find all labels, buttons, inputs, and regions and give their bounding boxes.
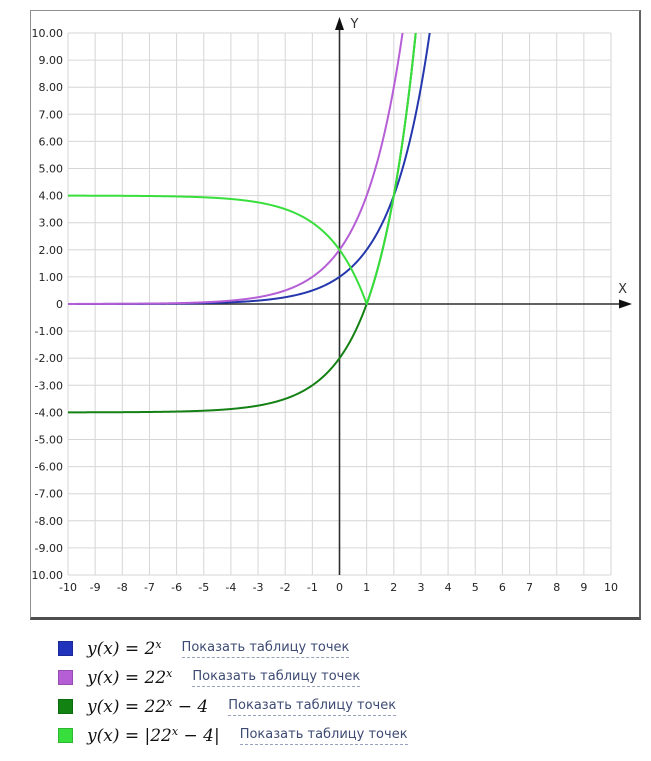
function-plot-svg: -10 -9 -8 -7 -6 -5 -4 -3 -2 -1 0 1 2 3 4 5 6 7 8 9 1010.009.… bbox=[31, 17, 632, 594]
svg-text:-9: -9 bbox=[90, 581, 101, 594]
y-tick-labels: 10.00 9.00 8.00 7.00 6.00 5.00 4.00 3.00 2.00 1.0… bbox=[31, 27, 63, 582]
legend: y(x) = 2x Показать таблицу точек y(x) = … bbox=[58, 638, 618, 754]
show-points-table-link[interactable]: Показать таблицу точек bbox=[228, 698, 397, 716]
function-curve-2 bbox=[68, 33, 417, 414]
function-curve-3 bbox=[68, 33, 417, 305]
svg-text:-1.00: -1.00 bbox=[35, 325, 63, 338]
svg-text:5.00: 5.00 bbox=[39, 163, 64, 176]
show-points-table-link[interactable]: Показать таблицу точек bbox=[192, 669, 361, 687]
svg-text:-7.00: -7.00 bbox=[35, 488, 63, 501]
function-plot-panel: -10 -9 -8 -7 -6 -5 -4 -3 -2 -1 0 1 2 3 4 5 6 7 8 9 10 10.00 9.… bbox=[30, 10, 641, 620]
svg-text:-9.00: -9.00 bbox=[35, 542, 63, 555]
curves bbox=[68, 33, 431, 414]
svg-text:4.00: 4.00 bbox=[39, 190, 64, 203]
svg-text:-1: -1 bbox=[307, 581, 318, 594]
svg-text:-4.00: -4.00 bbox=[35, 406, 63, 419]
legend-row: y(x) = |22x − 4| Показать таблицу точек bbox=[58, 725, 618, 746]
svg-text:5: 5 bbox=[472, 581, 479, 594]
svg-text:-10.00: -10.00 bbox=[31, 569, 63, 582]
svg-text:-5: -5 bbox=[198, 581, 209, 594]
svg-text:7: 7 bbox=[526, 581, 533, 594]
svg-text:3: 3 bbox=[417, 581, 424, 594]
svg-text:-2: -2 bbox=[280, 581, 291, 594]
show-points-table-link[interactable]: Показать таблицу точек bbox=[239, 727, 408, 745]
svg-text:8.00: 8.00 bbox=[39, 81, 64, 94]
x-axis-arrow bbox=[619, 299, 632, 309]
legend-swatch bbox=[58, 670, 73, 685]
legend-row: y(x) = 22x − 4 Показать таблицу точек bbox=[58, 696, 618, 717]
svg-text:-8.00: -8.00 bbox=[35, 515, 63, 528]
y-axis-label: Y bbox=[350, 17, 359, 32]
svg-text:6: 6 bbox=[499, 581, 506, 594]
svg-text:2: 2 bbox=[390, 581, 397, 594]
svg-text:-3: -3 bbox=[253, 581, 264, 594]
svg-text:3.00: 3.00 bbox=[39, 217, 64, 230]
legend-swatch bbox=[58, 641, 73, 656]
legend-row: y(x) = 22x Показать таблицу точек bbox=[58, 667, 618, 688]
svg-text:10.00: 10.00 bbox=[32, 27, 64, 40]
svg-text:7.00: 7.00 bbox=[39, 108, 64, 121]
show-points-table-link[interactable]: Показать таблицу точек bbox=[181, 640, 350, 658]
y-axis-arrow bbox=[335, 17, 344, 30]
svg-text:-7: -7 bbox=[144, 581, 155, 594]
svg-text:6.00: 6.00 bbox=[39, 135, 64, 148]
x-axis-label: X bbox=[618, 282, 627, 297]
svg-text:1.00: 1.00 bbox=[39, 271, 64, 284]
svg-text:-2.00: -2.00 bbox=[35, 352, 63, 365]
legend-formula: y(x) = 22x − 4 bbox=[87, 695, 209, 717]
svg-text:9.00: 9.00 bbox=[39, 54, 64, 67]
svg-text:4: 4 bbox=[445, 581, 452, 594]
legend-formula: y(x) = 2x bbox=[87, 637, 162, 659]
legend-formula: y(x) = 22x bbox=[87, 666, 173, 688]
svg-text:-5.00: -5.00 bbox=[35, 434, 63, 447]
svg-text:10: 10 bbox=[604, 581, 618, 594]
legend-swatch bbox=[58, 728, 73, 743]
svg-text:8: 8 bbox=[553, 581, 560, 594]
svg-text:-6.00: -6.00 bbox=[35, 461, 63, 474]
svg-text:-4: -4 bbox=[225, 581, 236, 594]
svg-text:0: 0 bbox=[56, 298, 63, 311]
svg-text:-10: -10 bbox=[59, 581, 77, 594]
svg-text:-8: -8 bbox=[117, 581, 128, 594]
legend-formula: y(x) = |22x − 4| bbox=[87, 724, 220, 746]
svg-text:1: 1 bbox=[363, 581, 370, 594]
svg-text:-6: -6 bbox=[171, 581, 182, 594]
legend-swatch bbox=[58, 699, 73, 714]
svg-text:2.00: 2.00 bbox=[39, 244, 64, 257]
svg-text:0: 0 bbox=[336, 581, 343, 594]
legend-row: y(x) = 2x Показать таблицу точек bbox=[58, 638, 618, 659]
svg-text:9: 9 bbox=[580, 581, 587, 594]
svg-text:-3.00: -3.00 bbox=[35, 379, 63, 392]
axes: XY bbox=[68, 17, 632, 575]
x-tick-labels: -10 -9 -8 -7 -6 -5 -4 -3 -2 -1 0 1 2 3 4 5 6 7 8 9 10 bbox=[59, 581, 618, 594]
